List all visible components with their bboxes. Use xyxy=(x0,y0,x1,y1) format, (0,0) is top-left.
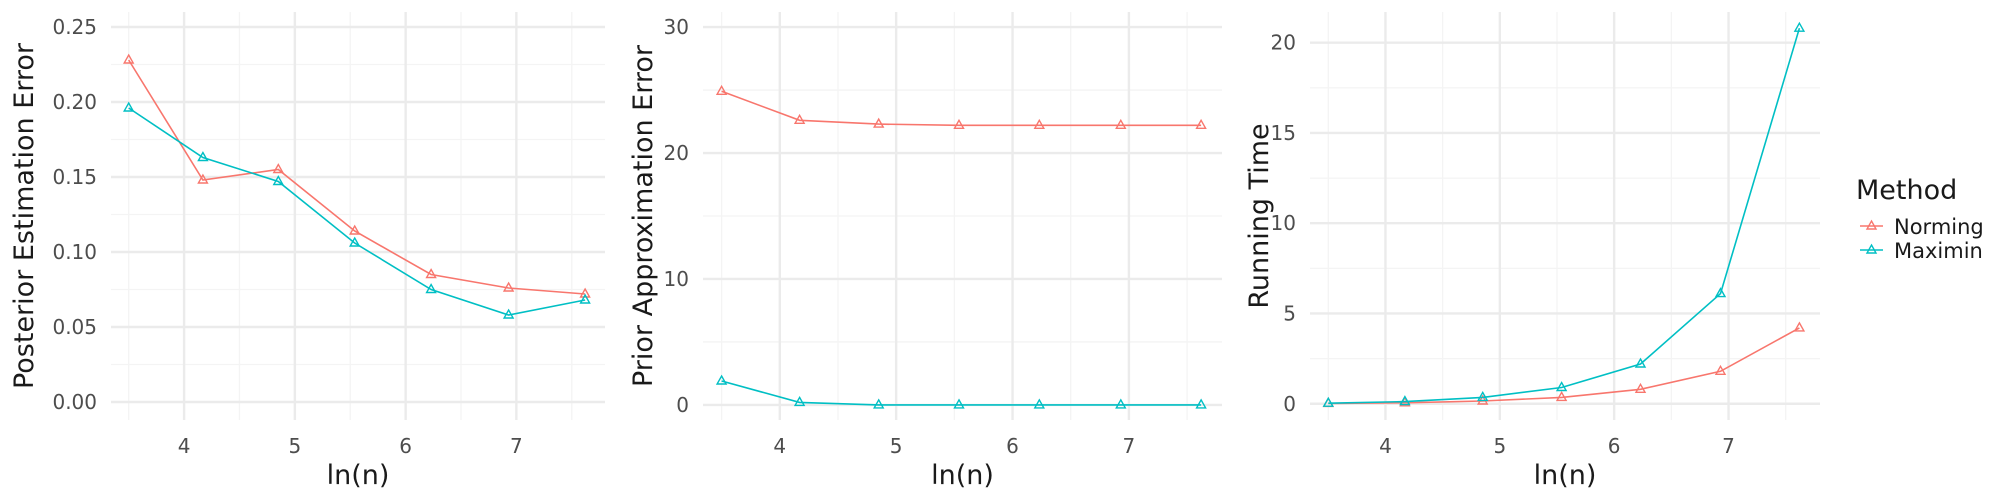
data-point-maximin xyxy=(793,395,806,407)
data-point-maximin xyxy=(349,236,361,247)
legend-entry-norming: Norming xyxy=(1860,215,1984,239)
series-line-maximin xyxy=(721,380,1202,406)
data-point-maximin xyxy=(1115,398,1127,409)
y-tick-label: 0.25 xyxy=(52,15,97,39)
triangle-icon xyxy=(1865,219,1878,230)
series-line-maximin xyxy=(128,107,586,316)
x-tick-label: 6 xyxy=(399,434,412,458)
data-point-norming xyxy=(1555,390,1568,402)
series-line-norming xyxy=(721,90,1202,127)
data-point-norming xyxy=(1115,118,1127,130)
x-tick-label: 5 xyxy=(288,434,301,458)
data-point-norming xyxy=(123,53,135,64)
triangle-icon xyxy=(1865,243,1878,254)
legend-entry-maximin: Maximin xyxy=(1860,239,1983,263)
data-point-maximin xyxy=(715,374,728,385)
y-axis-title: Posterior Estimation Error xyxy=(9,42,40,389)
y-tick-label: 0 xyxy=(676,393,689,417)
legend-label: Norming xyxy=(1894,215,1984,239)
y-tick-label: 15 xyxy=(1271,121,1296,145)
data-point-norming xyxy=(873,117,885,128)
data-point-norming xyxy=(579,287,591,298)
x-tick-label: 7 xyxy=(1722,434,1735,458)
legend-label: Maximin xyxy=(1894,239,1983,263)
chart-panel-1: 4 5 6 7 0.00 0.05 0.10 0.15 0.20 0.25 ln(n) Posteri… xyxy=(9,12,605,491)
data-point-maximin xyxy=(1555,381,1568,392)
x-axis-title: ln(n) xyxy=(1534,460,1597,491)
x-tick-label: 7 xyxy=(1123,434,1136,458)
data-point-maximin xyxy=(579,293,591,304)
data-point-maximin xyxy=(1399,395,1411,406)
data-point-maximin xyxy=(1477,390,1489,402)
y-tick-label: 5 xyxy=(1283,301,1296,325)
x-tick-label: 4 xyxy=(773,434,786,458)
x-tick-label: 4 xyxy=(178,434,191,458)
data-point-norming xyxy=(1195,118,1207,130)
data-point-maximin xyxy=(197,151,209,162)
data-point-maximin xyxy=(425,283,437,294)
data-point-maximin xyxy=(1793,21,1806,32)
chart-panels: 4 5 6 7 0.00 0.05 0.10 0.15 0.20 0.25 ln(n) Posteri… xyxy=(9,12,1820,491)
data-point-maximin xyxy=(1634,357,1647,368)
data-point-maximin xyxy=(1714,287,1727,298)
data-point-norming xyxy=(425,268,437,279)
x-tick-label: 5 xyxy=(1493,434,1506,458)
data-point-norming xyxy=(349,224,361,235)
x-tick-label: 4 xyxy=(1379,434,1392,458)
data-point-norming xyxy=(793,113,806,125)
y-tick-label: 10 xyxy=(1271,211,1296,235)
data-point-norming xyxy=(1634,382,1647,393)
data-point-norming xyxy=(502,281,515,292)
data-point-norming xyxy=(1714,364,1727,375)
chart-panel-3: 4 5 6 7 0 5 10 15 20 ln(n) Running Time xyxy=(1244,12,1820,491)
y-tick-label: 0.15 xyxy=(52,165,97,189)
legend: Method Norming Maximin xyxy=(1856,175,1984,263)
x-tick-label: 6 xyxy=(1006,434,1019,458)
legend-title: Method xyxy=(1856,175,1957,206)
y-tick-label: 0.20 xyxy=(52,90,97,114)
y-tick-label: 0.05 xyxy=(52,315,97,339)
series-line-norming xyxy=(1328,327,1800,405)
y-tick-label: 10 xyxy=(664,267,689,291)
data-point-norming xyxy=(272,163,284,174)
y-tick-label: 20 xyxy=(1271,31,1296,55)
data-point-maximin xyxy=(1033,398,1045,409)
y-tick-label: 0.00 xyxy=(52,390,97,414)
series-line-maximin xyxy=(1328,27,1801,404)
y-tick-label: 30 xyxy=(664,15,689,39)
data-point-maximin xyxy=(1195,398,1207,409)
x-tick-label: 7 xyxy=(510,434,523,458)
data-point-maximin xyxy=(272,175,284,186)
data-point-maximin xyxy=(123,101,135,112)
data-point-norming xyxy=(953,118,965,130)
series-line-norming xyxy=(128,59,586,295)
data-point-norming xyxy=(1793,321,1806,332)
data-point-maximin xyxy=(502,308,515,319)
y-tick-label: 0.10 xyxy=(52,240,97,264)
data-point-norming xyxy=(197,173,209,184)
x-tick-label: 6 xyxy=(1608,434,1621,458)
y-axis-title: Running Time xyxy=(1244,123,1275,308)
x-axis-title: ln(n) xyxy=(327,460,390,491)
chart-panel-2: 4 5 6 7 0 10 20 30 ln(n) Prior Approximation Erro… xyxy=(628,12,1222,491)
data-point-norming xyxy=(715,84,728,96)
data-point-norming xyxy=(1033,118,1045,130)
data-point-maximin xyxy=(873,398,885,409)
y-tick-label: 20 xyxy=(664,141,689,165)
y-axis-title: Prior Approximation Error xyxy=(628,44,659,387)
x-axis-title: ln(n) xyxy=(931,460,994,491)
data-point-maximin xyxy=(1322,396,1334,407)
data-point-maximin xyxy=(953,398,965,409)
y-tick-label: 0 xyxy=(1283,392,1296,416)
x-tick-label: 5 xyxy=(890,434,903,458)
